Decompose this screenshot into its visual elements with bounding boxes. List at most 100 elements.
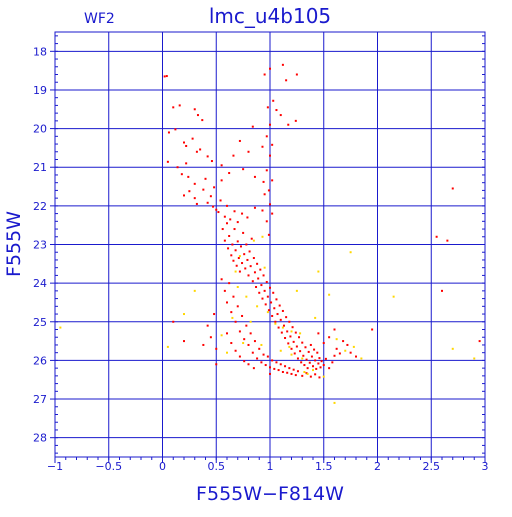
data-point — [273, 367, 276, 370]
data-point — [249, 332, 252, 335]
data-point — [313, 348, 316, 351]
data-point — [318, 376, 321, 379]
data-point — [269, 123, 271, 126]
data-point — [258, 291, 261, 294]
y-tick-label: 19 — [33, 84, 47, 97]
data-point — [269, 366, 271, 369]
data-point — [284, 337, 287, 339]
y-tick-label: 23 — [33, 239, 47, 252]
data-point — [306, 372, 309, 375]
data-point — [308, 361, 311, 364]
data-point — [302, 354, 305, 357]
data-point — [193, 289, 196, 292]
x-axis-title: F555W−F814W — [196, 483, 344, 505]
panel-label: WF2 — [84, 11, 115, 27]
data-point — [266, 106, 269, 109]
data-point — [305, 358, 308, 361]
data-point — [352, 345, 355, 348]
data-point — [243, 338, 246, 341]
data-point — [228, 282, 231, 285]
data-point — [301, 341, 304, 344]
data-point — [473, 357, 476, 360]
data-point — [316, 351, 319, 354]
data-point — [242, 168, 245, 171]
data-point — [371, 328, 374, 331]
data-point — [243, 253, 246, 256]
data-point — [176, 166, 179, 169]
data-point — [309, 375, 312, 378]
data-point — [249, 320, 252, 323]
data-point — [166, 160, 169, 163]
data-point — [286, 330, 289, 333]
data-point — [301, 357, 304, 360]
x-tick-label: 1 — [267, 460, 274, 473]
data-point — [220, 164, 223, 167]
data-point — [252, 239, 255, 242]
data-point — [299, 350, 302, 353]
data-point — [278, 304, 281, 307]
data-point — [322, 342, 325, 345]
y-tick-label: 20 — [33, 123, 47, 136]
data-point — [223, 289, 226, 292]
data-point — [333, 328, 336, 331]
chart-title: lmc_u4b105 — [209, 4, 331, 28]
data-point — [294, 119, 297, 122]
data-point — [293, 352, 296, 355]
data-point — [221, 228, 224, 231]
data-point — [279, 349, 282, 352]
data-point — [304, 346, 307, 349]
data-point — [209, 195, 212, 198]
data-point — [265, 280, 268, 283]
data-point — [183, 313, 185, 316]
data-point — [193, 108, 196, 111]
data-point — [267, 189, 270, 192]
x-tick-label: 1.5 — [315, 460, 333, 473]
data-point — [234, 249, 237, 252]
data-point — [226, 332, 228, 335]
data-point — [289, 335, 292, 338]
data-point — [265, 135, 268, 138]
data-point — [241, 314, 244, 317]
data-point — [249, 265, 252, 268]
data-point — [219, 199, 222, 202]
data-point — [281, 371, 284, 373]
x-tick-label: 2 — [374, 460, 381, 473]
x-tick-label: −0.5 — [95, 460, 122, 473]
data-point — [277, 326, 280, 329]
data-point — [247, 343, 250, 346]
data-point — [295, 73, 298, 76]
data-point — [279, 114, 282, 117]
x-tick-label: 0 — [159, 460, 166, 473]
data-point — [232, 259, 235, 262]
data-point — [279, 363, 282, 366]
y-tick-label: 27 — [33, 393, 47, 406]
data-point — [227, 247, 230, 250]
data-point — [269, 286, 271, 289]
data-point — [314, 373, 317, 376]
data-point — [303, 364, 306, 367]
data-point — [264, 364, 267, 367]
y-tick-label: 18 — [33, 45, 47, 58]
data-point — [252, 367, 255, 370]
data-point — [478, 340, 481, 343]
data-point — [270, 301, 273, 304]
data-point — [242, 231, 245, 234]
x-tick-label: 3 — [482, 460, 489, 473]
data-point — [271, 143, 274, 146]
data-point — [238, 255, 241, 258]
data-point — [328, 367, 331, 370]
data-point — [238, 270, 241, 273]
data-point — [183, 340, 185, 343]
data-point — [238, 355, 241, 358]
data-point — [266, 311, 269, 314]
data-point — [310, 355, 313, 358]
data-point — [256, 262, 259, 265]
data-point — [275, 298, 278, 301]
data-point — [328, 293, 331, 296]
data-point — [253, 206, 256, 209]
x-tick-label: 0.5 — [208, 460, 226, 473]
data-point — [266, 355, 269, 358]
data-point — [312, 365, 314, 368]
data-point — [260, 284, 263, 287]
data-point — [284, 365, 287, 368]
